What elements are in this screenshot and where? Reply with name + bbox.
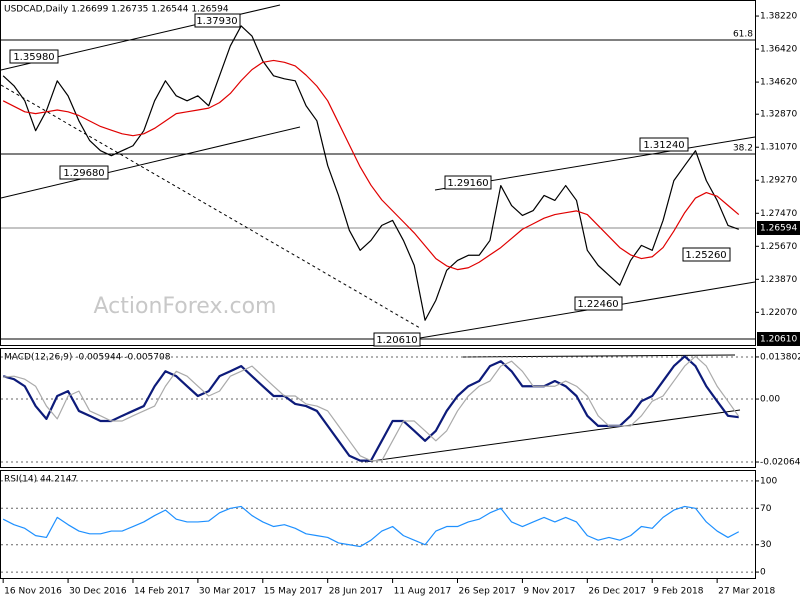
y-tick-label: 1.38220	[760, 12, 797, 22]
series-line	[2, 59, 740, 271]
annotation: 1.29160	[447, 178, 488, 189]
x-tick-label: 28 Jun 2017	[329, 587, 383, 597]
y-tick-label: 70	[760, 504, 772, 514]
x-tick-label: 15 May 2017	[264, 587, 323, 597]
trend-line	[0, 126, 301, 199]
series-line	[2, 25, 739, 321]
trend-line	[364, 409, 741, 463]
annotation-box	[9, 49, 59, 64]
annotation-box	[59, 165, 109, 180]
y-tick-label: 1.27470	[760, 209, 797, 219]
annotation: 1.29680	[63, 168, 104, 179]
price-box	[757, 221, 800, 235]
y-tick-label: 1.31070	[760, 143, 797, 153]
y-tick-label: 1.32870	[760, 110, 797, 120]
series-line	[2, 505, 740, 548]
annotation: 1.35980	[13, 52, 54, 63]
rsi-title: RSI(14) 44.2147	[4, 475, 77, 485]
price-box-label: 1.20610	[760, 335, 797, 345]
annotation: 1.37930	[196, 16, 237, 27]
x-tick-label: 26 Dec 2017	[588, 587, 646, 597]
y-tick-label: 1.36420	[760, 45, 797, 55]
x-tick-label: 9 Nov 2017	[523, 587, 575, 597]
y-tick-label: 30	[760, 540, 772, 550]
x-tick-label: 27 Mar 2018	[718, 587, 775, 597]
fib-label: 38.2	[733, 144, 753, 154]
y-tick-label: -0.020648	[760, 458, 800, 468]
y-tick-label: 1.25670	[760, 242, 797, 252]
annotation-box	[639, 137, 689, 152]
y-tick-label: 1.22070	[760, 308, 797, 318]
annotation-box	[194, 13, 241, 28]
y-tick-label: 0	[760, 568, 766, 578]
x-tick-label: 14 Feb 2017	[134, 587, 190, 597]
y-tick-label: 1.34620	[760, 78, 797, 88]
y-tick-label: 100	[760, 476, 777, 486]
x-tick-label: 9 Feb 2018	[653, 587, 704, 597]
annotation-box	[574, 296, 623, 311]
annotation: 1.31240	[643, 140, 684, 151]
annotation-box	[444, 175, 492, 190]
annotation: 1.25260	[685, 250, 726, 261]
price-box-label: 1.26594	[760, 224, 797, 234]
y-tick-label: 1.29270	[760, 176, 797, 186]
series-line	[3, 355, 740, 462]
annotation: 1.22460	[577, 299, 618, 310]
annotation-box	[682, 247, 731, 262]
annotation-box	[373, 332, 421, 347]
price-title: USDCAD,Daily 1.26699 1.26735 1.26544 1.2…	[4, 5, 229, 15]
x-tick-label: 30 Dec 2016	[69, 587, 127, 597]
watermark: ActionForex.com	[94, 294, 277, 319]
macd-panel	[0, 348, 756, 468]
fib-label: 61.8	[733, 30, 753, 40]
price-box	[757, 332, 800, 346]
trend-line	[0, 84, 421, 329]
x-tick-label: 11 Aug 2017	[394, 587, 452, 597]
y-tick-label: 0.013802	[760, 352, 800, 362]
annotation: 1.20610	[376, 335, 417, 346]
macd-title: MACD(12,26,9) -0.005944 -0.005708	[4, 353, 171, 363]
trend-line	[462, 354, 736, 358]
x-tick-label: 26 Sep 2017	[459, 587, 516, 597]
rsi-panel	[0, 470, 756, 579]
y-tick-label: 0.00	[760, 395, 780, 405]
x-tick-label: 30 Mar 2017	[199, 587, 256, 597]
y-tick-label: 1.23870	[760, 275, 797, 285]
x-tick-label: 16 Nov 2016	[4, 587, 62, 597]
